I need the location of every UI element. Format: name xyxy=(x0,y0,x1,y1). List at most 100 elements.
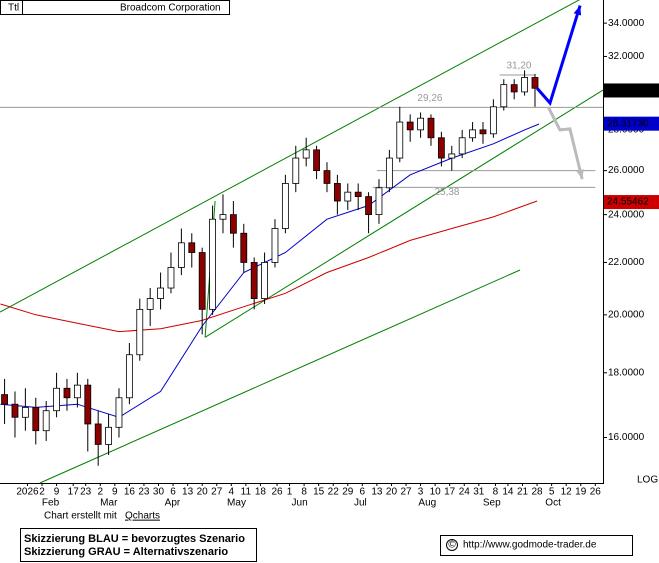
x-tick-label: 1 xyxy=(287,487,293,498)
candle-body xyxy=(427,117,435,139)
month-label: Jun xyxy=(292,498,308,509)
month-label: Mar xyxy=(100,498,118,509)
candle-body xyxy=(333,183,341,202)
trendline xyxy=(204,89,604,338)
trendline xyxy=(39,269,521,484)
x-tick-label: 2 xyxy=(97,487,103,498)
x-tick-label: 26 xyxy=(271,487,283,498)
candle-body xyxy=(167,267,175,289)
x-tick-label: 13 xyxy=(371,487,383,498)
level-label: 29,26 xyxy=(417,93,442,104)
candle-body xyxy=(323,170,331,184)
y-tick-label: 22.0000 xyxy=(608,257,645,268)
x-tick-label: 4 xyxy=(229,487,235,498)
scale-label: LOG xyxy=(637,475,658,486)
candle-body xyxy=(313,149,320,172)
candle-body xyxy=(458,137,466,155)
x-tick-label: 6 xyxy=(170,487,176,498)
credit-link[interactable]: Qcharts xyxy=(125,511,160,522)
candle-body xyxy=(531,77,539,89)
level-label: 31,20 xyxy=(506,61,531,72)
x-tick-label: 26 xyxy=(590,487,602,498)
month-label: Apr xyxy=(165,498,181,509)
price-label: 24.55462 xyxy=(607,197,649,208)
candle-body xyxy=(105,426,112,445)
website-box xyxy=(440,535,633,556)
legend-line: Skizzierung BLAU = bevorzugtes Szenario xyxy=(24,533,245,545)
x-tick-label: 17 xyxy=(68,487,80,498)
price-label: 30.0800 xyxy=(607,85,644,96)
scenario-arrowhead xyxy=(573,5,582,16)
candle-body xyxy=(84,384,92,425)
candle-body xyxy=(1,394,8,405)
x-tick-label: 8 xyxy=(301,487,307,498)
candle-body xyxy=(42,410,50,432)
candle-body xyxy=(365,196,372,216)
candle-body xyxy=(396,121,404,159)
x-tick-label: 20 xyxy=(197,487,209,498)
x-tick-label: 12 xyxy=(561,487,573,498)
legend-line: Skizzierung GRAU = Alternativszenario xyxy=(24,546,228,558)
x-tick-label: 27 xyxy=(211,487,223,498)
x-tick-label: 9 xyxy=(54,487,60,498)
website[interactable]: http://www.godmode-trader.de xyxy=(463,540,597,551)
month-label: Feb xyxy=(42,498,60,509)
candle-body xyxy=(500,84,508,108)
price-label-box xyxy=(604,195,659,210)
candle-body xyxy=(354,191,362,197)
candle-body xyxy=(209,218,216,310)
x-tick-label: 28 xyxy=(532,487,544,498)
month-label: May xyxy=(227,498,246,509)
x-tick-label: 10 xyxy=(430,487,442,498)
x-tick-label: 19 xyxy=(575,487,587,498)
legend-box xyxy=(20,528,257,562)
x-tick-label: 2 xyxy=(39,487,45,498)
x-tick-label: 6 xyxy=(360,487,366,498)
x-tick-label: 24 xyxy=(459,487,471,498)
candle-body xyxy=(198,252,206,310)
x-tick-label: 23 xyxy=(80,487,92,498)
candle-body xyxy=(271,228,279,263)
candle-body xyxy=(94,423,102,445)
x-tick-label: 18 xyxy=(255,487,267,498)
candle-body xyxy=(11,403,19,418)
candle-body xyxy=(146,298,154,310)
x-tick-label: 13 xyxy=(182,487,194,498)
candle-body xyxy=(521,77,528,93)
y-tick-label: 32.0000 xyxy=(608,51,645,62)
x-tick-label: 22 xyxy=(328,487,340,498)
candle-body xyxy=(32,407,40,432)
title-box xyxy=(0,0,230,15)
level-label: 25,38 xyxy=(434,187,459,198)
candle-body xyxy=(292,157,300,184)
month-label: Sep xyxy=(483,498,501,509)
candle-body xyxy=(437,137,445,159)
candle-body xyxy=(261,262,268,299)
y-tick-label: 20.0000 xyxy=(608,309,645,320)
y-tick-label: 18.0000 xyxy=(608,367,645,378)
candle-body xyxy=(219,214,227,220)
copyright-symbol: © xyxy=(448,540,456,551)
x-tick-label: 20 xyxy=(386,487,398,498)
candle-body xyxy=(136,308,144,356)
candle-body xyxy=(73,384,81,399)
candle-body xyxy=(281,183,289,229)
candle-body xyxy=(21,407,29,418)
x-tick-label: 15 xyxy=(313,487,325,498)
candle-body xyxy=(375,187,383,216)
scenario-arrowhead xyxy=(576,169,584,180)
candle-body xyxy=(385,157,393,189)
credit: Chart erstellt mit xyxy=(44,511,117,522)
candle-body xyxy=(448,153,456,159)
copyright-circle xyxy=(446,539,458,551)
candle-body xyxy=(469,129,476,139)
y-tick-label: 16.0000 xyxy=(608,432,645,443)
symbol: Ttl xyxy=(8,3,19,14)
candle-body xyxy=(417,117,424,131)
candle-body xyxy=(240,232,248,263)
moving-average xyxy=(0,123,540,418)
y-tick-label: 34.0000 xyxy=(608,18,645,29)
x-tick-label: 17 xyxy=(444,487,456,498)
trendline xyxy=(0,0,581,313)
